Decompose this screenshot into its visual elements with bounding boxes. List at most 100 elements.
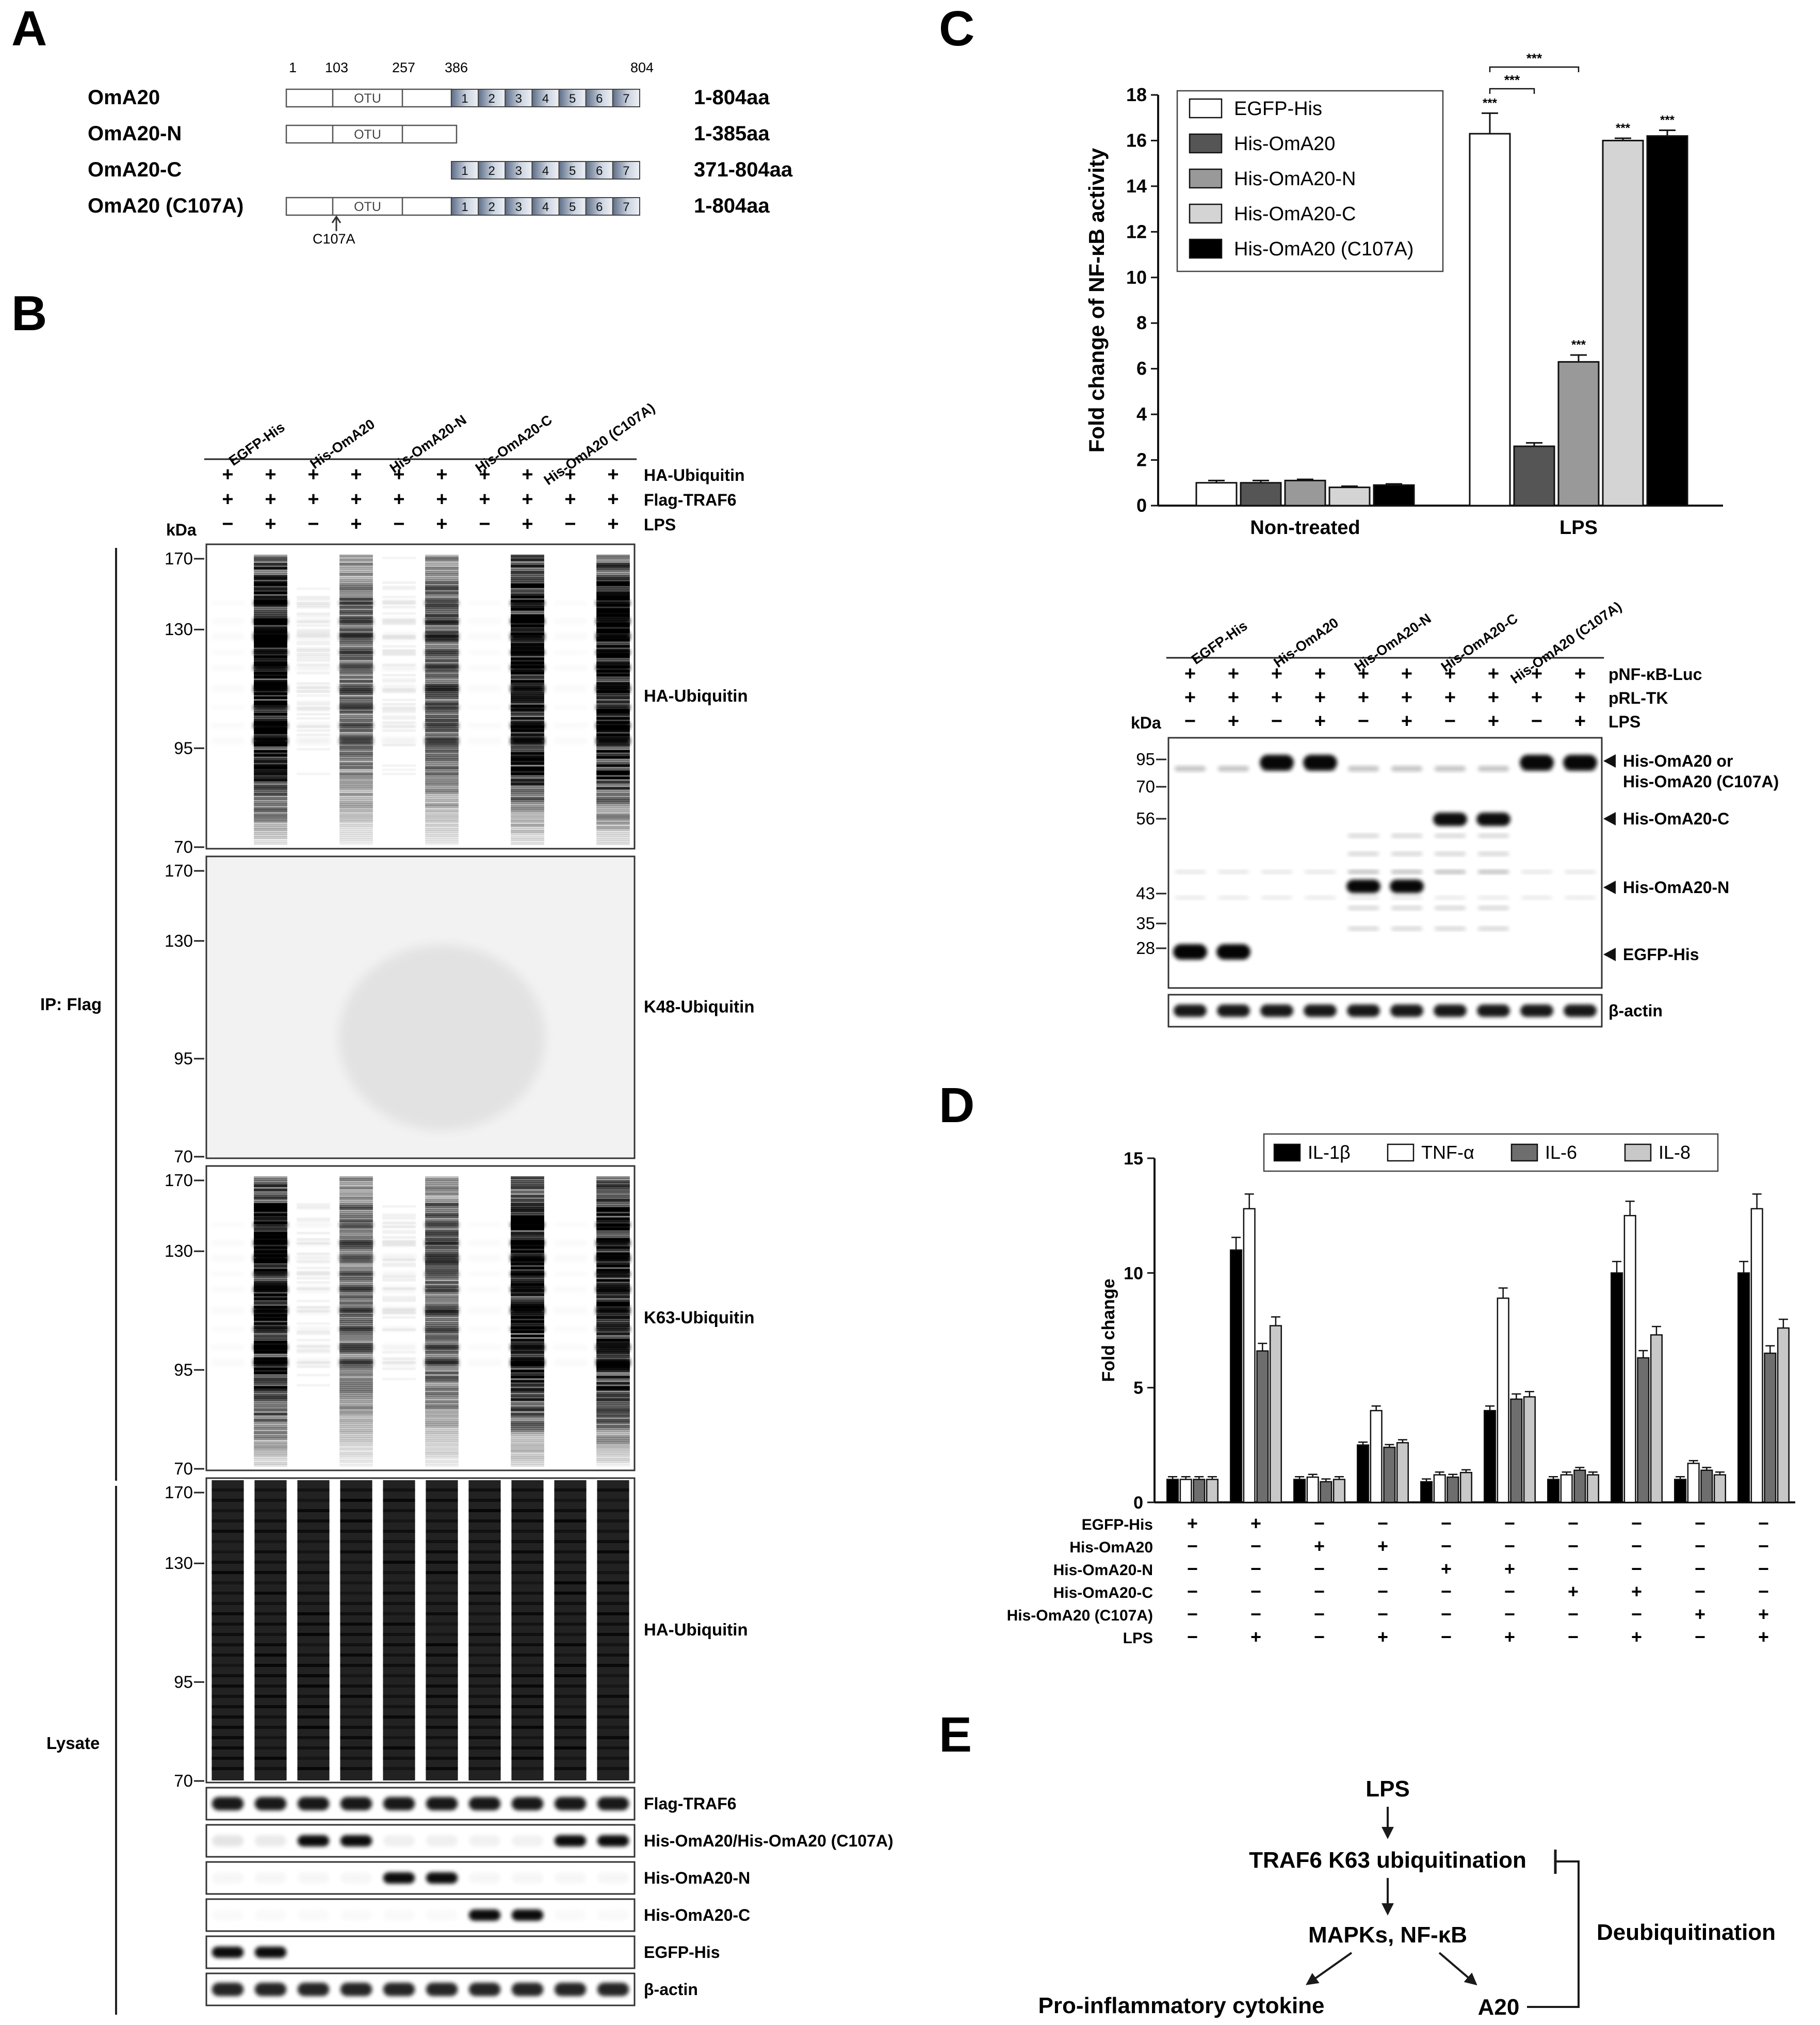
protein-band <box>1564 1005 1597 1017</box>
smear-band <box>425 1342 459 1346</box>
smear-band <box>339 680 373 683</box>
smear-band <box>339 575 373 578</box>
smear-band <box>254 733 287 736</box>
lysate-band <box>597 1767 629 1770</box>
legend-entry: TNF-α <box>1421 1142 1474 1163</box>
smear-band <box>511 838 544 841</box>
smear-band <box>425 1402 459 1405</box>
smear-band <box>339 801 373 804</box>
smear-band <box>596 719 630 722</box>
mw-marker-label: 170 <box>165 1483 193 1502</box>
lysate-band <box>554 1540 587 1543</box>
smear-band <box>297 614 330 617</box>
smear-band <box>596 1365 630 1368</box>
lysate-band <box>511 1664 544 1667</box>
treatment-sign: + <box>350 489 362 510</box>
smear-band <box>511 791 544 794</box>
smear-band <box>254 674 287 677</box>
smear-band <box>254 1456 287 1459</box>
smear-band <box>254 729 287 732</box>
smear-band <box>254 1277 287 1280</box>
smear-band <box>339 595 373 598</box>
lysate-band <box>340 1561 372 1564</box>
smear-band <box>596 1205 630 1208</box>
protein-band <box>1477 906 1509 910</box>
smear-band <box>382 772 416 775</box>
ubiquitin-band <box>511 1286 544 1292</box>
lysate-band <box>297 1746 330 1749</box>
lysate-band <box>212 1643 244 1646</box>
position-label-1: 1 <box>289 60 297 75</box>
smear-band <box>596 1279 630 1282</box>
smear-band <box>596 1232 630 1235</box>
panel-letter-e: E <box>939 1707 972 1762</box>
ubiquitin-band <box>339 685 373 692</box>
smear-band <box>596 1462 630 1465</box>
ubiquitin-band <box>211 1344 245 1350</box>
ubiquitin-band <box>254 1254 287 1262</box>
smear-band <box>511 824 544 827</box>
lysate-band <box>597 1654 629 1657</box>
smear-band <box>382 1229 416 1233</box>
ubiquitin-band <box>468 619 501 624</box>
lysate-band <box>383 1571 415 1574</box>
lysate-band <box>254 1509 287 1512</box>
smear-band <box>511 1293 544 1297</box>
bar-tnf- <box>1497 1297 1509 1503</box>
smear-band <box>339 1234 373 1237</box>
smear-band <box>254 836 287 839</box>
smear-band <box>425 1234 459 1237</box>
smear-band <box>596 1351 630 1354</box>
smear-band <box>596 610 630 613</box>
smear-band <box>425 1369 459 1372</box>
protein-band <box>1477 870 1509 873</box>
smear-band <box>511 1320 544 1323</box>
ubiquitin-band <box>297 685 330 692</box>
treatment-sign: − <box>1695 1581 1705 1602</box>
repeat-box <box>505 161 533 180</box>
lysate-band <box>340 1499 372 1502</box>
smear-band <box>511 577 544 580</box>
smear-band <box>511 591 544 594</box>
smear-band <box>511 624 544 627</box>
smear-band <box>511 1248 544 1251</box>
smear-band <box>596 641 630 644</box>
smear-band <box>511 659 544 662</box>
smear-band <box>339 645 373 648</box>
smear-band <box>511 764 544 767</box>
lysate-band <box>212 1746 244 1749</box>
smear-band <box>425 1462 459 1465</box>
smear-band <box>596 1386 630 1389</box>
smear-band <box>339 1298 373 1301</box>
lysate-band <box>554 1664 587 1667</box>
smear-band <box>339 1207 373 1210</box>
smear-band <box>339 581 373 584</box>
smear-band <box>596 1207 630 1210</box>
lysate-band <box>511 1592 544 1595</box>
smear-band <box>339 577 373 580</box>
smear-band <box>511 787 544 790</box>
lysate-band <box>212 1530 244 1533</box>
smear-band <box>254 678 287 681</box>
ubiquitin-band <box>211 1255 245 1262</box>
smear-band <box>339 1236 373 1239</box>
treatment-sign: − <box>564 513 576 535</box>
treatment-sign: − <box>1377 1581 1388 1602</box>
bar-il-1- <box>1737 1272 1750 1503</box>
smear-band <box>511 1454 544 1457</box>
ubiquitin-band <box>596 1222 630 1227</box>
smear-band <box>596 1227 630 1230</box>
smear-band <box>511 1439 544 1443</box>
smear-band <box>425 1252 459 1255</box>
smear-band <box>596 661 630 665</box>
treatment-sign: + <box>1531 687 1542 708</box>
smear-band <box>425 1304 459 1307</box>
lysate-band <box>468 1705 501 1708</box>
smear-band <box>254 569 287 572</box>
smear-band <box>254 1250 287 1253</box>
smear-band <box>254 1219 287 1222</box>
lysate-band <box>212 1581 244 1584</box>
smear-band <box>425 1357 459 1360</box>
smear-band <box>425 610 459 613</box>
smear-band <box>382 1277 416 1280</box>
